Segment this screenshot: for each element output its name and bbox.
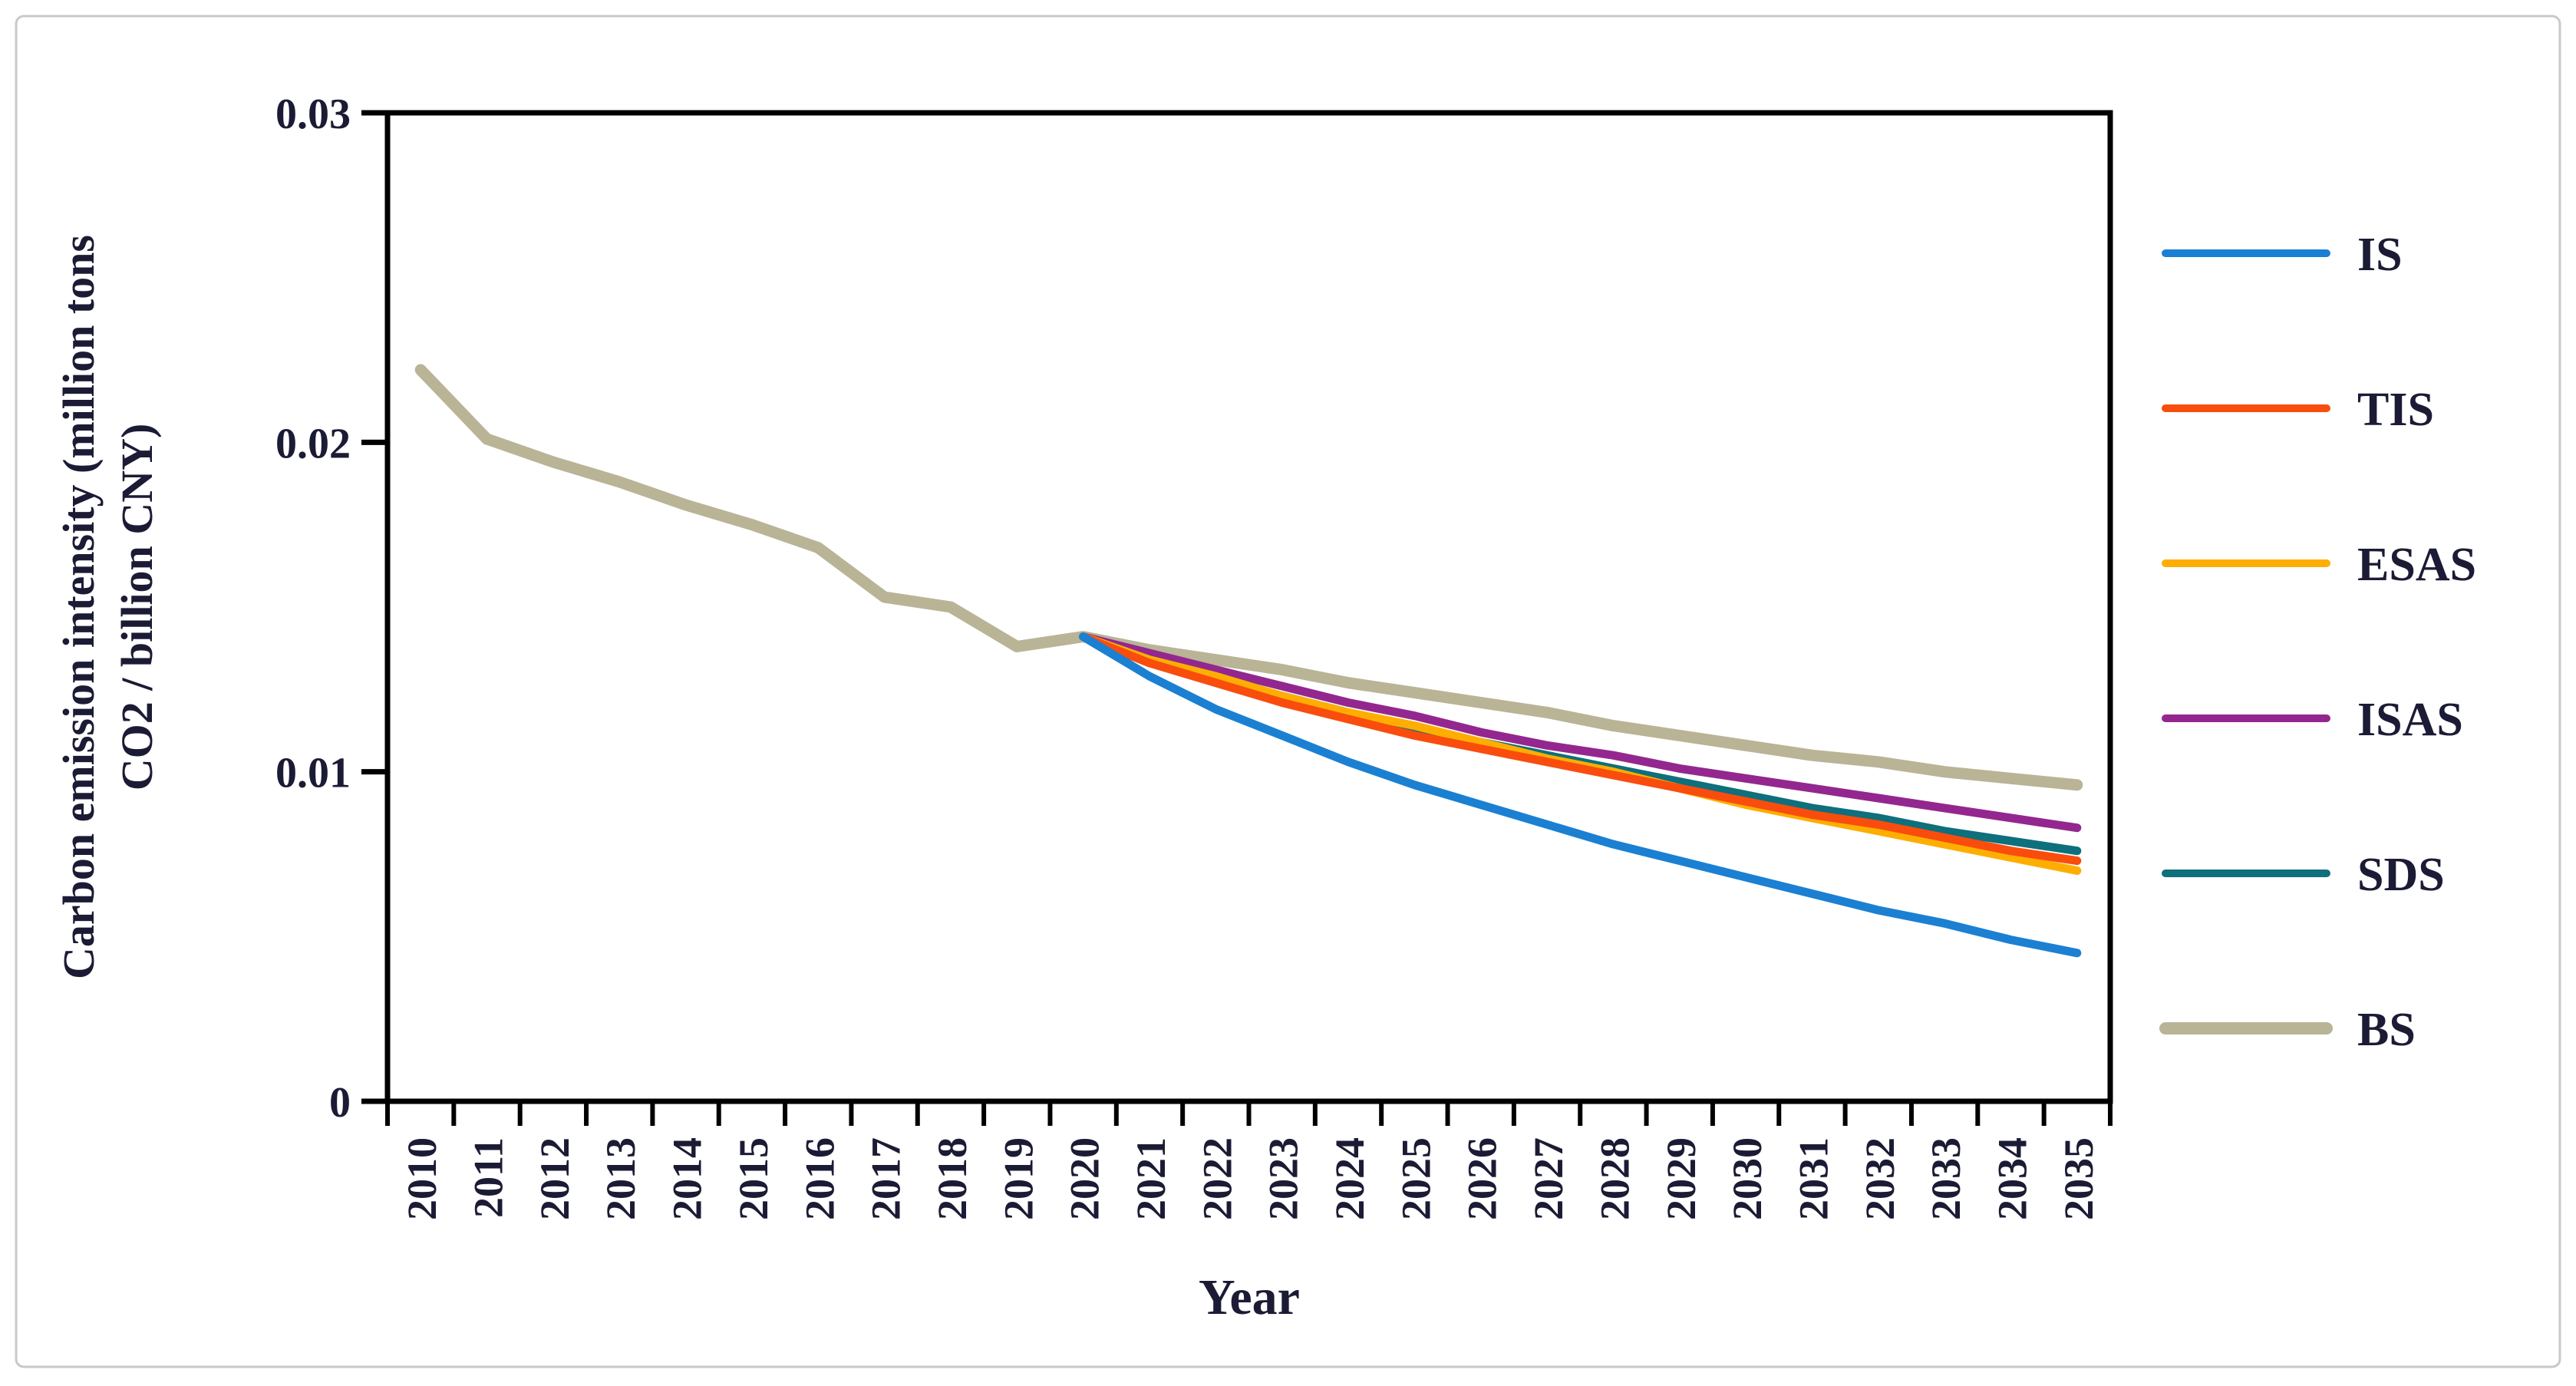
x-tick-label: 2014 [665, 1137, 711, 1220]
plot-frame [384, 110, 2113, 1104]
x-tick-label: 2034 [1989, 1137, 2035, 1220]
series-line-IS [1079, 632, 2082, 958]
legend-label-SDS: SDS [2357, 849, 2445, 901]
legend-label-IS: IS [2357, 229, 2403, 281]
x-tick-label: 2030 [1724, 1137, 1770, 1220]
x-tick-label: 2011 [466, 1137, 512, 1218]
y-tick-label: 0.02 [275, 420, 351, 467]
x-tick-label: 2027 [1525, 1137, 1572, 1220]
x-tick-label: 2019 [995, 1137, 1041, 1220]
y-axis-label-line1: Carbon emission intensity (million tons [54, 235, 104, 979]
x-tick-label: 2015 [731, 1137, 777, 1220]
x-tick-label: 2020 [1062, 1137, 1108, 1220]
y-tick-label: 0.03 [275, 91, 351, 138]
series-line-TIS [1079, 632, 2082, 866]
x-tick-label: 2010 [399, 1137, 445, 1220]
x-tick-label: 2033 [1923, 1137, 1969, 1220]
y-axis-ticks: 0 0.01 0.02 0.03 [275, 91, 388, 1127]
x-tick-label: 2017 [863, 1137, 909, 1220]
series-lines [414, 364, 2083, 958]
x-tick-label: 2018 [929, 1137, 975, 1220]
y-tick-label: 0.01 [275, 750, 351, 797]
legend: IS TIS ESAS ISAS SDS BS [2159, 229, 2476, 1056]
y-tick-label: 0 [329, 1079, 351, 1127]
legend-label-BS: BS [2357, 1004, 2416, 1056]
series-line-SDS [1079, 632, 2082, 856]
x-tick-label: 2028 [1591, 1137, 1638, 1220]
legend-label-ISAS: ISAS [2357, 694, 2463, 746]
series-line-BS [414, 364, 2083, 791]
x-tick-label: 2029 [1658, 1137, 1704, 1220]
x-tick-label: 2013 [598, 1137, 644, 1220]
x-axis-label: Year [1199, 1269, 1300, 1325]
x-tick-label: 2022 [1194, 1137, 1240, 1220]
x-tick-label: 2031 [1790, 1137, 1836, 1220]
x-tick-label: 2024 [1327, 1137, 1373, 1220]
legend-label-ESAS: ESAS [2357, 539, 2476, 591]
x-axis-ticks: 2010 2011 2012 2013 2014 2015 2016 2017 2018 2019… [385, 1101, 2113, 1220]
x-tick-label: 2026 [1460, 1137, 1506, 1220]
x-tick-label: 2023 [1261, 1137, 1307, 1220]
x-tick-label: 2012 [532, 1137, 578, 1220]
x-tick-label: 2016 [797, 1137, 843, 1220]
x-tick-label: 2025 [1393, 1137, 1439, 1220]
x-tick-label: 2032 [1857, 1137, 1903, 1220]
x-tick-label: 2021 [1128, 1137, 1174, 1220]
y-axis-label-line2: CO2 / billion CNY) [112, 424, 162, 791]
figure-border [15, 15, 2561, 1368]
x-tick-label: 2035 [2056, 1137, 2102, 1220]
legend-label-TIS: TIS [2357, 384, 2434, 436]
series-line-ISAS [1079, 632, 2082, 833]
